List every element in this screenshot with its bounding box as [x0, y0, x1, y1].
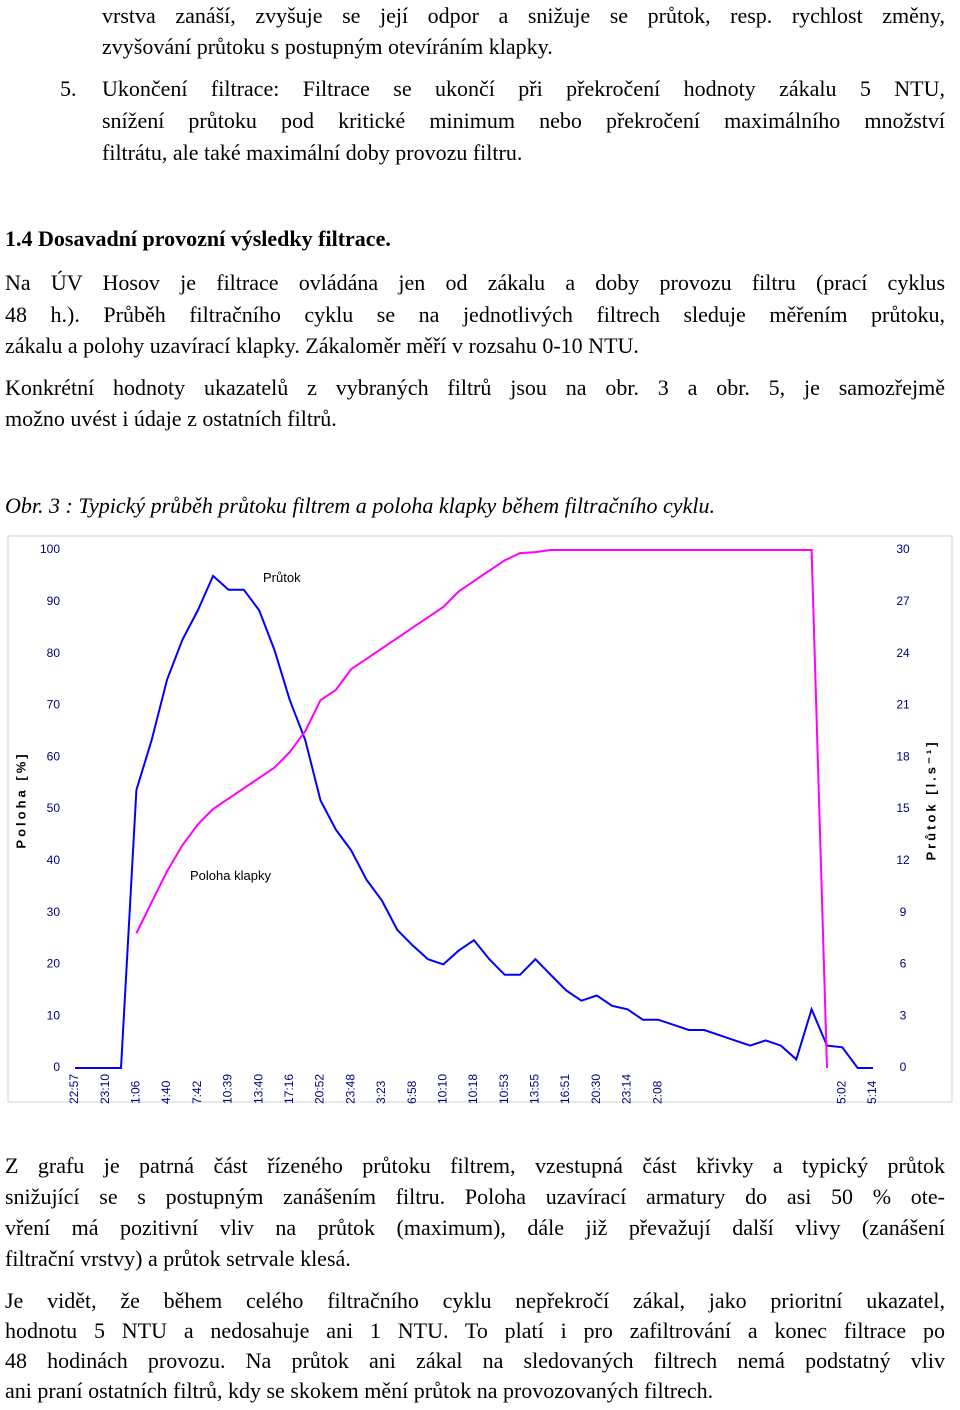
x-tick-label: 10:10 — [435, 1074, 449, 1104]
figure-caption: Obr. 3 : Typický průběh průtoku filtrem … — [5, 493, 715, 518]
text-line: Z grafu je patrná část řízeného průtoku … — [5, 1153, 945, 1178]
y2-tick-label: 6 — [900, 957, 907, 971]
section-heading: 1.4 Dosavadní provozní výsledky filtrace… — [5, 226, 391, 251]
x-tick-label: 13:40 — [251, 1074, 265, 1104]
text-line: filtrační vrstvy) a průtok setrvale kles… — [5, 1246, 351, 1271]
x-tick-label: 10:53 — [497, 1074, 511, 1104]
series-line — [135, 549, 828, 1069]
x-tick-label: 20:30 — [589, 1074, 603, 1104]
y2-tick-label: 30 — [896, 542, 910, 556]
y-tick-label: 20 — [47, 957, 61, 971]
y2-tick-label: 12 — [896, 853, 910, 867]
x-tick-label: 22:57 — [67, 1074, 81, 1104]
y2-tick-label: 18 — [896, 749, 910, 763]
text-line: vrstva zanáší, zvyšuje se její odpor a s… — [102, 3, 945, 28]
text-line: filtrátu, ale také maximální doby provoz… — [102, 140, 523, 165]
x-tick-label: 1:06 — [129, 1080, 143, 1104]
y-tick-label: 100 — [40, 542, 60, 556]
text-line: hodnotu 5 NTU a nedosahuje ani 1 NTU. To… — [5, 1318, 945, 1343]
y-tick-label: 0 — [53, 1060, 60, 1074]
y-tick-label: 40 — [47, 853, 61, 867]
x-tick-label: 23:14 — [620, 1074, 634, 1104]
paragraph: Z grafu je patrná část řízeného průtoku … — [5, 1150, 945, 1274]
series-line — [75, 574, 873, 1069]
x-tick-label: 23:10 — [98, 1074, 112, 1104]
y-tick-label: 70 — [47, 698, 61, 712]
text-line: 48 hodinách provozu. Na průtok ani zákal… — [5, 1348, 945, 1373]
text-line: zvyšování průtoku s postupným otevíráním… — [102, 34, 553, 59]
text-line: ani praní ostatních filtrů, kdy se skoke… — [5, 1378, 714, 1403]
series-label: Průtok — [263, 570, 301, 585]
x-tick-label: 5:02 — [834, 1080, 848, 1104]
x-tick-label: 7:42 — [190, 1080, 204, 1104]
y2-tick-label: 9 — [900, 905, 907, 919]
y2-tick-label: 3 — [900, 1008, 907, 1022]
y2-tick-label: 27 — [896, 594, 910, 608]
y-axis-title: Poloha [%] — [13, 751, 28, 848]
x-tick-label: 13:55 — [528, 1074, 542, 1104]
list-number: 5. — [60, 76, 77, 101]
x-tick-label: 3:23 — [374, 1080, 388, 1104]
y-tick-label: 80 — [47, 646, 61, 660]
paragraph: Na ÚV Hosov je filtrace ovládána jen od … — [5, 267, 945, 362]
y2-tick-label: 15 — [896, 801, 910, 815]
x-tick-label: 6:58 — [405, 1080, 419, 1104]
y-tick-label: 90 — [47, 594, 61, 608]
text-line: snižující se s postupným zanášením filtr… — [5, 1184, 945, 1209]
text-line: Konkrétní hodnoty ukazatelů z vybraných … — [5, 375, 945, 400]
x-tick-label: 23:48 — [343, 1074, 357, 1104]
paragraph: vrstva zanáší, zvyšuje se její odpor a s… — [102, 0, 945, 62]
x-tick-label: 4:40 — [159, 1080, 173, 1104]
x-tick-label: 10:18 — [466, 1074, 480, 1104]
y2-axis-title: Průtok [l.s⁻¹] — [923, 739, 938, 860]
y2-tick-label: 21 — [896, 698, 910, 712]
y-tick-label: 30 — [47, 905, 61, 919]
x-tick-label: 16:51 — [558, 1074, 572, 1104]
paragraph: Konkrétní hodnoty ukazatelů z vybraných … — [5, 372, 945, 434]
text-line: 48 h.). Průběh filtračního cyklu se na j… — [5, 301, 945, 327]
y-tick-label: 60 — [47, 749, 61, 763]
chart-frame — [7, 535, 953, 1103]
text-line: snížení průtoku pod kritické minimum neb… — [102, 108, 945, 133]
x-tick-label: 20:52 — [313, 1074, 327, 1104]
text-line: zákalu a polohy uzavírací klapky. Zákalo… — [5, 333, 639, 358]
y2-tick-label: 24 — [896, 646, 910, 660]
text-line: vření má pozitivní vliv na průtok (maxim… — [5, 1215, 945, 1240]
y-tick-label: 50 — [47, 801, 61, 815]
x-tick-label: 5:14 — [865, 1080, 879, 1104]
y-tick-label: 10 — [47, 1008, 61, 1022]
paragraph: Je vidět, že během celého filtračního cy… — [5, 1286, 945, 1406]
list-item: Ukončení filtrace: Filtrace se ukončí př… — [102, 73, 945, 169]
x-tick-label: 10:39 — [221, 1074, 235, 1104]
x-tick-label: 17:16 — [282, 1074, 296, 1104]
text-line: Je vidět, že během celého filtračního cy… — [5, 1288, 945, 1313]
chart: Poloha [%] Průtok [l.s⁻¹] 01020304050607… — [7, 535, 953, 1104]
x-tick-label: 2:08 — [650, 1080, 664, 1104]
text-line: Na ÚV Hosov je filtrace ovládána jen od … — [5, 270, 945, 295]
text-line: Ukončení filtrace: Filtrace se ukončí př… — [102, 76, 945, 101]
series-label: Poloha klapky — [190, 868, 271, 883]
text-line: možno uvést i údaje z ostatních filtrů. — [5, 406, 337, 431]
y2-tick-label: 0 — [900, 1060, 907, 1074]
